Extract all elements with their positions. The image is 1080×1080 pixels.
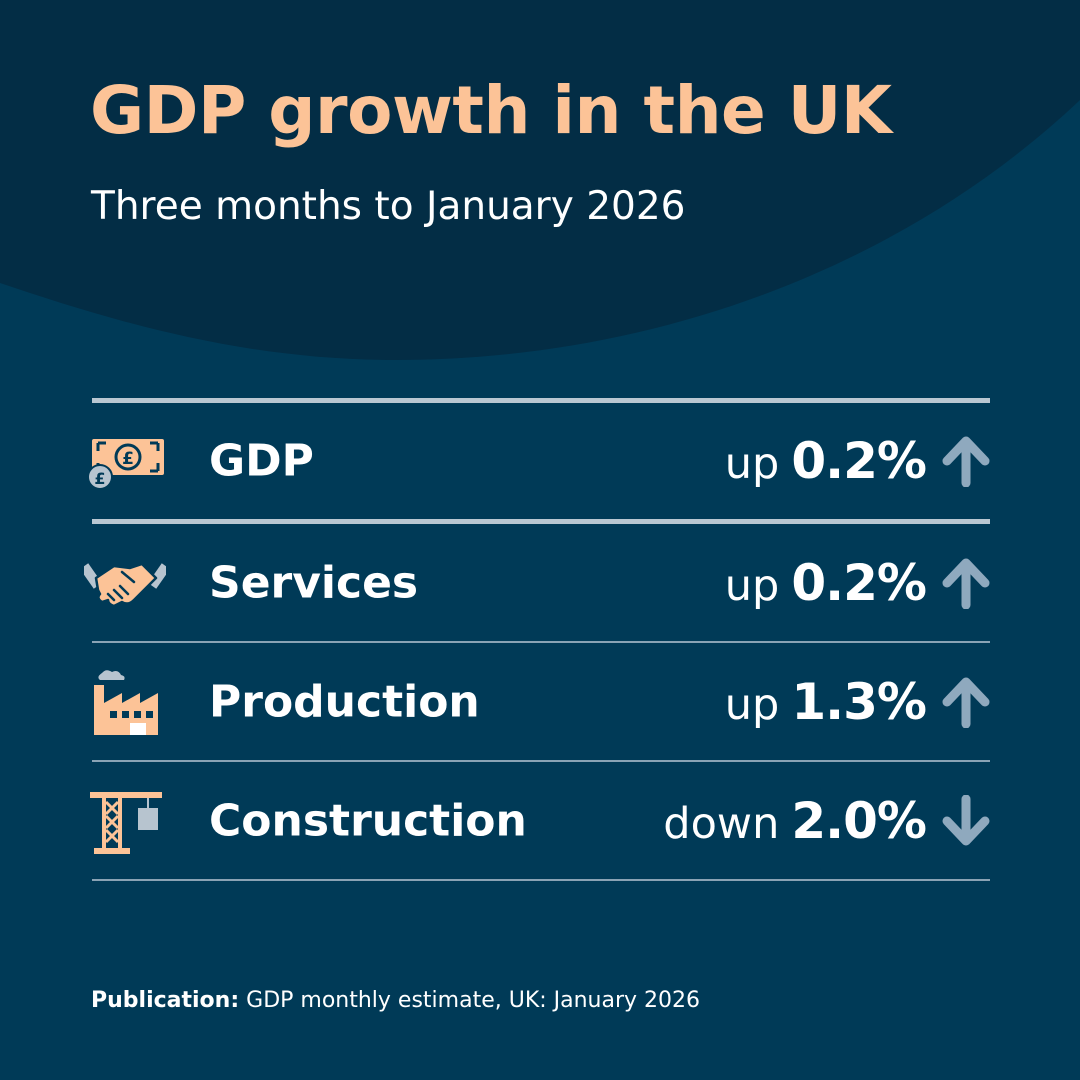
row-direction: up xyxy=(724,679,780,730)
publication-note: Publication: GDP monthly estimate, UK: J… xyxy=(91,988,700,1013)
publication-label: Publication: xyxy=(91,988,240,1013)
row-percent: 1.3% xyxy=(791,672,927,731)
svg-text:£: £ xyxy=(122,449,134,469)
divider xyxy=(92,879,990,881)
handshake-icon xyxy=(84,562,166,608)
banknote-pound-icon: £ £ xyxy=(87,439,164,490)
page-title: GDP growth in the UK xyxy=(90,72,892,149)
row-construction: Construction down 2.0% xyxy=(90,762,990,879)
row-production: Production up 1.3% xyxy=(92,643,990,760)
divider xyxy=(92,519,990,524)
row-percent: 0.2% xyxy=(791,432,927,490)
page-subtitle: Three months to January 2026 xyxy=(91,184,686,229)
row-label: Construction xyxy=(209,795,527,846)
row-direction: up xyxy=(724,560,780,611)
crane-icon xyxy=(90,792,162,854)
indicator-table: £ £ GDP up 0.2% Services up 0.2% xyxy=(84,398,990,881)
divider xyxy=(92,760,990,762)
arrow-up-icon xyxy=(942,558,990,609)
divider xyxy=(92,398,990,403)
row-direction: up xyxy=(724,439,780,489)
row-direction: down xyxy=(663,798,780,849)
arrow-down-icon xyxy=(942,794,990,845)
row-value: down 2.0% xyxy=(663,791,927,850)
factory-icon xyxy=(94,670,158,735)
arrow-up-icon xyxy=(942,677,990,728)
row-value: up 0.2% xyxy=(724,432,927,490)
row-value: up 1.3% xyxy=(724,672,927,731)
row-gdp: £ £ GDP up 0.2% xyxy=(87,403,990,519)
row-percent: 0.2% xyxy=(791,553,927,612)
publication-text: GDP monthly estimate, UK: January 2026 xyxy=(246,988,701,1013)
row-label: Production xyxy=(209,676,480,727)
row-percent: 2.0% xyxy=(791,791,927,850)
divider xyxy=(92,641,990,643)
arrow-up-icon xyxy=(942,436,990,487)
row-value: up 0.2% xyxy=(724,553,927,612)
row-label: Services xyxy=(209,557,419,608)
row-label: GDP xyxy=(209,435,314,487)
svg-text:£: £ xyxy=(94,469,105,488)
row-services: Services up 0.2% xyxy=(84,524,990,641)
